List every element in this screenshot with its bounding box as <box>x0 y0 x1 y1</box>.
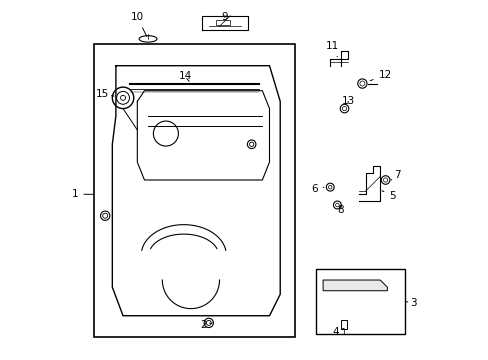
Bar <box>315 269 405 334</box>
Text: 15: 15 <box>95 89 114 99</box>
Text: 12: 12 <box>369 69 391 81</box>
Polygon shape <box>323 280 386 291</box>
Text: 9: 9 <box>221 13 228 22</box>
Text: 6: 6 <box>310 184 323 194</box>
Bar <box>340 320 346 329</box>
Text: 11: 11 <box>325 41 338 57</box>
Text: 13: 13 <box>341 96 354 107</box>
Text: 1: 1 <box>72 189 93 199</box>
Text: 4: 4 <box>332 327 344 337</box>
Text: 2: 2 <box>200 320 212 330</box>
Text: 5: 5 <box>381 191 395 201</box>
Text: 14: 14 <box>178 71 191 81</box>
Bar <box>94 44 294 337</box>
Text: 3: 3 <box>405 298 416 308</box>
Text: 7: 7 <box>390 170 400 180</box>
Text: 8: 8 <box>337 205 344 215</box>
Text: 10: 10 <box>130 13 146 36</box>
Bar <box>216 20 230 24</box>
